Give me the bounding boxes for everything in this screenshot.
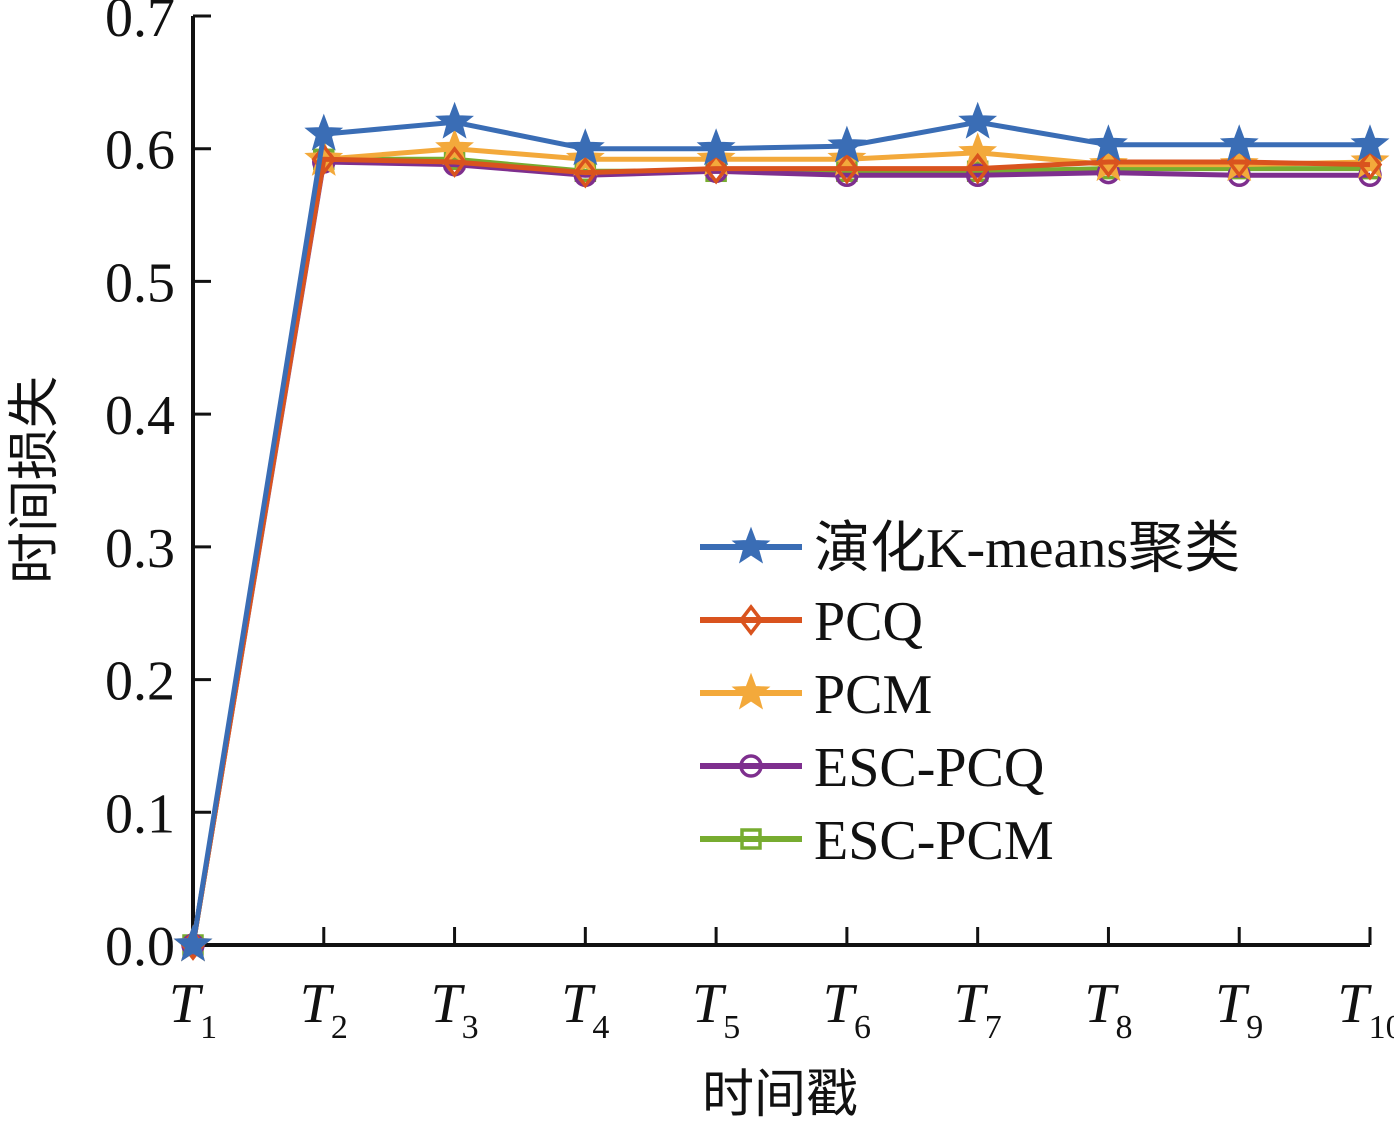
plot-area: [173, 101, 1390, 962]
x-tick-label: T7: [954, 973, 1002, 1046]
legend-item: PCQ: [700, 591, 923, 653]
series-line: [190, 156, 1371, 946]
data-point: [965, 152, 990, 185]
x-tick-label: T1: [169, 973, 217, 1046]
data-point: [435, 101, 474, 139]
y-tick-label: 0.3: [105, 518, 175, 580]
x-tick-label: T8: [1084, 973, 1132, 1046]
x-tick-label: T6: [823, 973, 871, 1046]
legend-label: PCQ: [814, 591, 923, 653]
data-point: [703, 152, 729, 185]
x-tick-label: T9: [1215, 973, 1263, 1046]
x-tick-label: T2: [300, 973, 348, 1046]
data-point: [173, 924, 213, 962]
x-axis-title: 时间戳: [702, 1065, 858, 1125]
series-line: [190, 119, 1370, 946]
x-tick-label: T4: [561, 973, 609, 1046]
y-axis-ticks: 0.0 0.1 0.2 0.3 0.4 0.5 0.6 0.7: [105, 0, 211, 978]
legend-marker: [738, 604, 764, 636]
data-point: [565, 128, 605, 166]
data-point: [834, 152, 860, 185]
data-point: [1219, 124, 1259, 162]
x-tick-label: T10: [1337, 973, 1394, 1046]
data-point: [827, 125, 867, 163]
legend: 演化K-means聚类 PCQ PCM ESC-PCQ ESC-PCM: [700, 518, 1240, 872]
data-point: [311, 143, 336, 176]
y-tick-label: 0.5: [105, 252, 175, 314]
y-axis-title: 时间损失: [5, 376, 65, 584]
legend-item: 演化K-means聚类: [700, 518, 1240, 580]
data-point: [1357, 148, 1383, 181]
data-point: [958, 101, 998, 139]
data-point: [442, 146, 467, 178]
legend-label: ESC-PCQ: [814, 737, 1044, 799]
legend-marker: [740, 828, 762, 850]
data-point: [1350, 141, 1390, 179]
data-point: [696, 128, 736, 166]
data-point: [958, 132, 998, 170]
y-tick-label: 0.6: [105, 120, 175, 182]
data-point: [1350, 124, 1390, 162]
legend-item: ESC-PCQ: [700, 737, 1044, 799]
data-point: [965, 163, 990, 188]
data-point: [304, 113, 344, 151]
x-tick-label: T3: [430, 973, 478, 1046]
x-tick-label: T5: [692, 973, 740, 1046]
y-tick-label: 0.1: [105, 783, 175, 845]
legend-label: 演化K-means聚类: [814, 518, 1240, 580]
data-point: [1089, 124, 1128, 162]
legend-item: PCM: [700, 664, 932, 726]
legend-marker: [731, 526, 771, 564]
y-tick-label: 0.7: [105, 0, 175, 49]
series-1: [173, 101, 1390, 962]
legend-marker: [731, 672, 771, 710]
legend-item: ESC-PCM: [700, 810, 1054, 872]
axes: [191, 16, 1370, 947]
legend-label: PCM: [814, 664, 932, 726]
legend-marker: [739, 754, 763, 778]
series-line: [190, 159, 1370, 946]
legend-label: ESC-PCM: [814, 810, 1054, 872]
series-line: [190, 146, 1371, 946]
y-tick-label: 0.4: [105, 385, 175, 447]
x-axis-ticks: T1 T2 T3 T4 T5 T6 T7 T8 T9 T10: [169, 927, 1394, 1046]
data-point: [573, 156, 598, 189]
y-tick-label: 0.0: [105, 916, 175, 978]
y-tick-label: 0.2: [105, 651, 175, 713]
